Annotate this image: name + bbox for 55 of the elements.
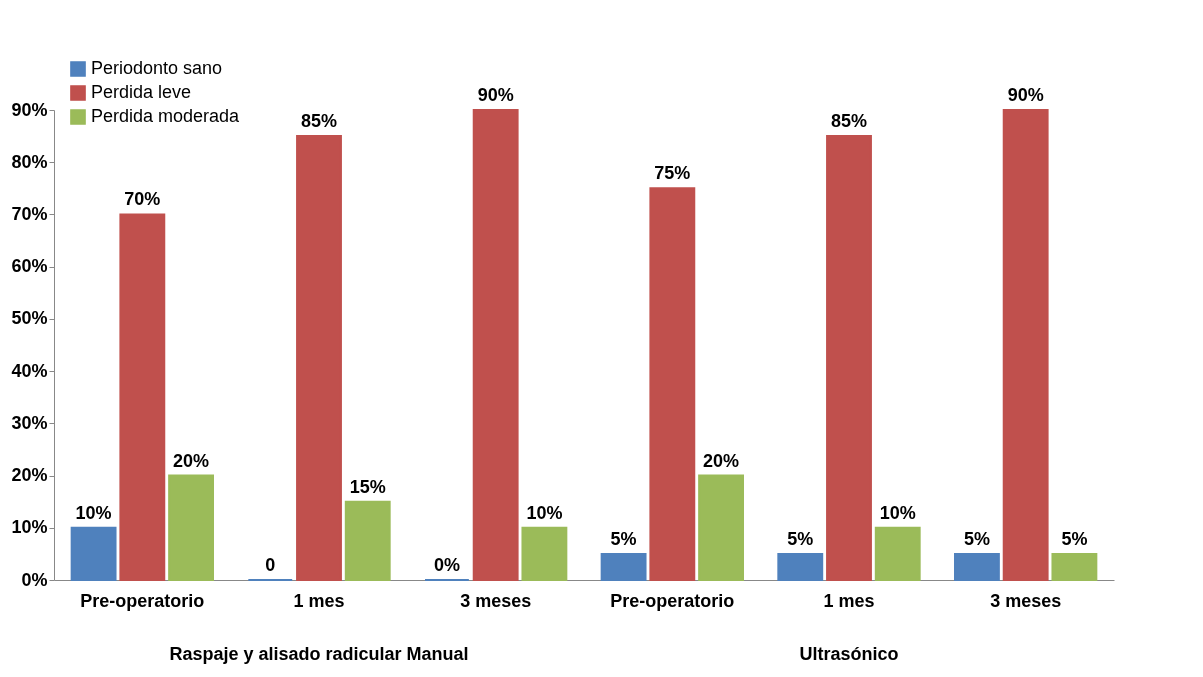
text: Ultrasónico (799, 644, 899, 664)
y-tick-label: 80% (11, 151, 48, 172)
y-tick-label: 90% (11, 99, 48, 120)
y-tick-label: 70% (11, 203, 48, 224)
data-label: 5% (1061, 528, 1088, 549)
data-label: 5% (963, 528, 990, 549)
data-label: 85% (300, 111, 338, 132)
data-label: 20% (173, 450, 210, 471)
y-tick-label: 50% (11, 308, 48, 329)
data-label: 15% (349, 476, 386, 497)
bar (698, 474, 744, 581)
y-tick-label: 60% (11, 256, 48, 277)
bar (119, 213, 166, 581)
x-tick-label: 3 meses (460, 590, 532, 611)
x-tick-label: 3 meses (990, 590, 1062, 611)
y-tick-label: 30% (11, 412, 48, 433)
data-label: 10% (879, 502, 916, 523)
y-tick-label: 0% (21, 569, 48, 590)
data-label: 90% (477, 85, 514, 105)
data-label: 0 (265, 555, 276, 575)
bar (472, 109, 519, 581)
y-tick-label: 20% (11, 465, 48, 486)
data-label: 10% (75, 502, 112, 523)
bar (70, 526, 117, 581)
y-tick-label: 10% (11, 517, 48, 538)
data-label: 90% (1007, 85, 1044, 105)
bar (826, 135, 872, 581)
bar (874, 526, 921, 581)
data-label: 0% (433, 555, 460, 575)
data-label: 20% (703, 450, 740, 471)
x-tick-label: 1 mes (293, 590, 345, 611)
bar (649, 187, 696, 581)
data-label: 5% (610, 528, 637, 549)
bar (1051, 552, 1098, 581)
x-tick-label: Pre-operatorio (80, 590, 205, 611)
bar (1002, 109, 1049, 581)
bar (168, 474, 214, 581)
bar (777, 552, 824, 581)
x-tick-label: 1 mes (823, 590, 875, 611)
bar (954, 552, 1000, 581)
text: Raspaje y alisado radicular Manual (169, 644, 469, 664)
data-label: 5% (787, 528, 814, 549)
legend-label: Perdida leve (91, 82, 192, 102)
legend-label: Periodonto sano (91, 58, 223, 78)
legend-label: Perdida moderada (91, 106, 241, 126)
bar (344, 500, 391, 581)
data-label: 10% (526, 502, 563, 523)
data-label: 75% (654, 163, 691, 184)
bar (600, 552, 647, 581)
x-tick-label: Pre-operatorio (610, 590, 735, 611)
bar (296, 135, 342, 581)
data-label: 70% (124, 189, 161, 210)
bar (521, 526, 568, 581)
y-tick-label: 40% (11, 360, 48, 381)
data-label: 85% (830, 111, 868, 132)
